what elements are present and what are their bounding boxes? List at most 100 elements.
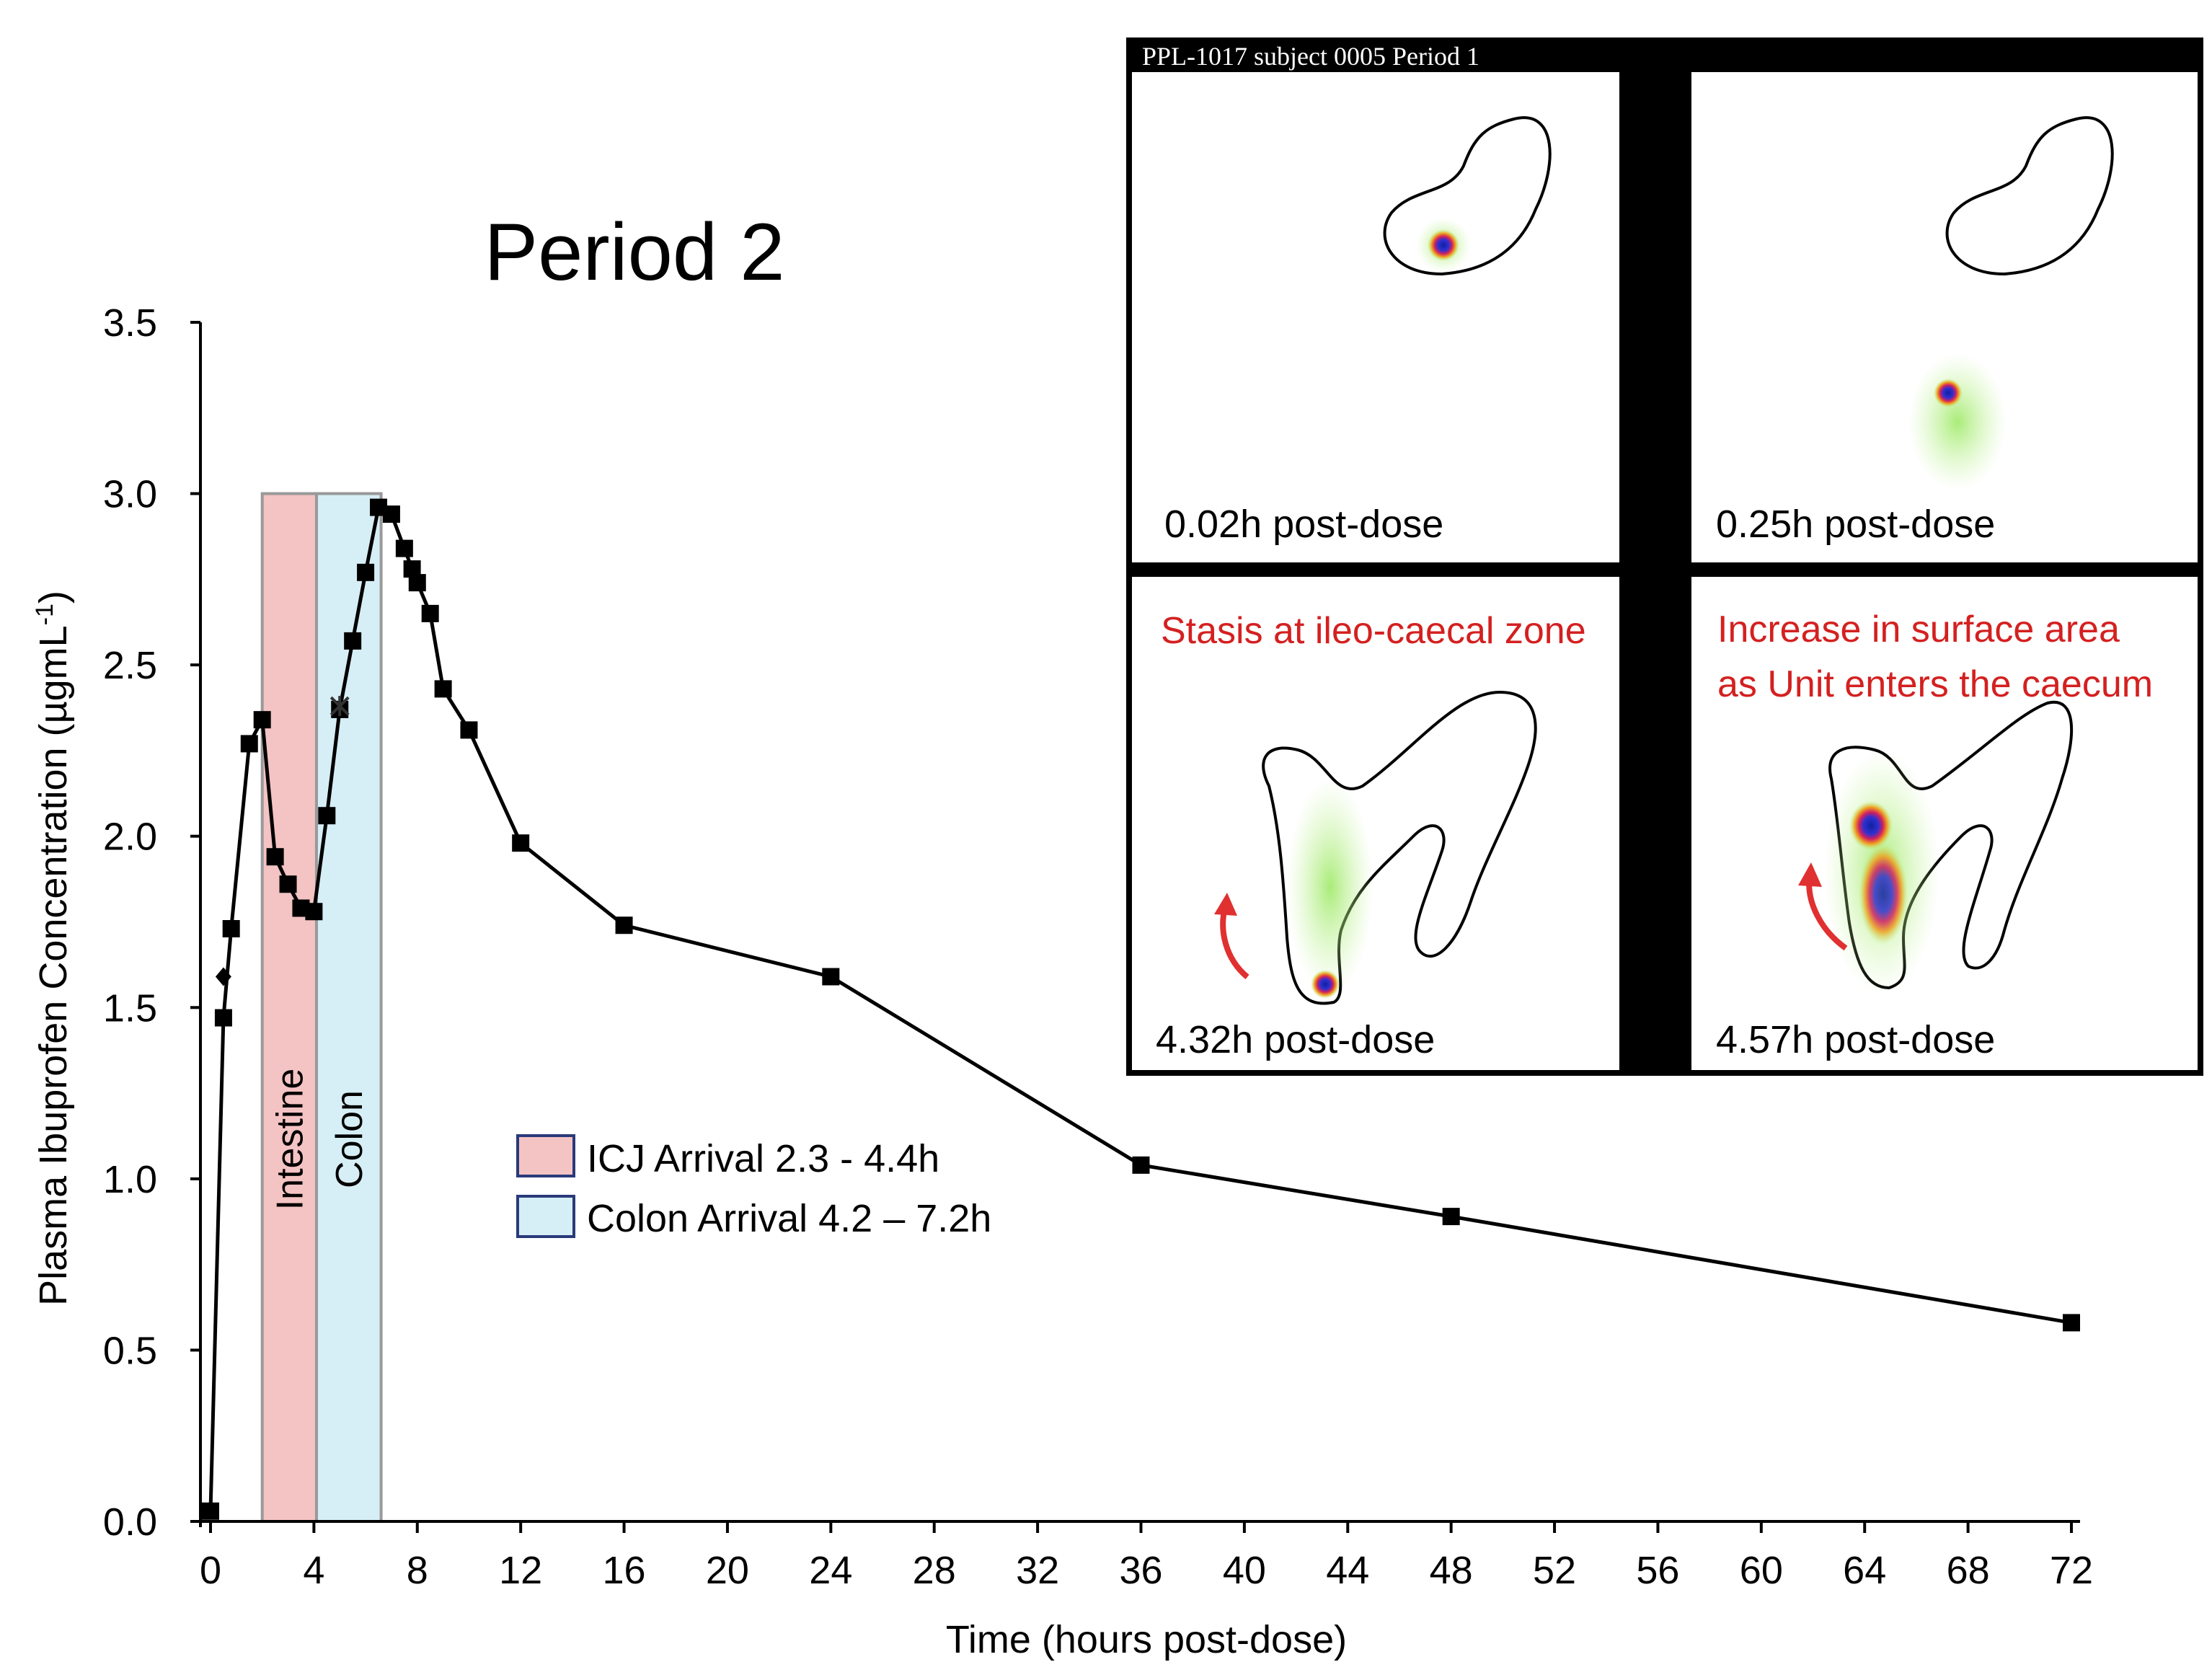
x-axis-label: Time (hours post-dose): [946, 1618, 1347, 1661]
band-label-colon: Colon: [329, 1090, 371, 1188]
data-point: [266, 848, 284, 866]
legend-swatch-icj: [516, 1134, 575, 1177]
y-axis-label-sup: -1: [31, 604, 58, 625]
scan-panel-4-caption: 4.57h post-dose: [1716, 1018, 1995, 1061]
data-point: [822, 968, 840, 986]
x-tick-label-60: 60: [1740, 1549, 1783, 1592]
x-tick-label-28: 28: [913, 1549, 956, 1592]
data-point: [279, 875, 297, 893]
stomach-outline-1: [1383, 116, 1552, 276]
x-tick-label-12: 12: [499, 1549, 542, 1592]
y-axis-label-close: ): [32, 591, 75, 604]
inset-header: PPL-1017 subject 0005 Period 1: [1142, 42, 1479, 71]
data-point: [408, 574, 426, 592]
scan-panel-2-caption: 0.25h post-dose: [1716, 503, 1995, 546]
data-point: [344, 632, 362, 650]
extra-point-star: [329, 696, 350, 717]
data-point: [214, 1009, 232, 1027]
scan-panel-1-caption: 0.02h post-dose: [1164, 503, 1443, 546]
scan-panel-4: Increase in surface area as Unit enters …: [1691, 577, 2198, 1070]
series-markers: [202, 498, 2080, 1520]
tracer-hotspot-2: [1934, 379, 1963, 407]
data-point: [253, 711, 271, 729]
data-point: [318, 807, 336, 825]
y-tick-label-1.5: 1.5: [103, 986, 157, 1030]
data-point: [421, 604, 439, 622]
scan-panel-3-bg: [1132, 577, 1619, 1070]
band-intestine: [260, 492, 318, 1523]
y-tick-label-1: 1.0: [103, 1158, 157, 1201]
chart-title: Period 2: [484, 207, 784, 297]
data-point: [2063, 1314, 2080, 1332]
legend: ICJ Arrival 2.3 - 4.4h Colon Arrival 4.2…: [516, 1134, 991, 1240]
data-point: [240, 735, 258, 753]
x-tick-label-24: 24: [809, 1549, 852, 1592]
data-point: [512, 834, 530, 852]
data-point: [305, 903, 323, 921]
y-tick-label-2: 2.0: [103, 816, 157, 859]
legend-label-colon: Colon Arrival 4.2 – 7.2h: [587, 1197, 991, 1240]
x-tick-label-64: 64: [1843, 1549, 1886, 1592]
x-tick-label-40: 40: [1223, 1549, 1266, 1592]
data-point: [382, 505, 400, 523]
x-tick-label-8: 8: [407, 1549, 428, 1592]
tracer-hotspot-3: [1311, 970, 1340, 999]
scan-panel-2: 0.25h post-dose: [1691, 72, 2198, 562]
scan-panel-3-annotation: Stasis at ileo-caecal zone: [1161, 610, 1586, 652]
movement-arrow-3-head: [1214, 893, 1237, 916]
legend-label-icj: ICJ Arrival 2.3 - 4.4h: [587, 1137, 939, 1180]
tracer-hotspot-4a: [1849, 801, 1893, 850]
x-tick-label-36: 36: [1119, 1549, 1162, 1592]
tracer-spread-3: [1287, 779, 1373, 995]
extra-markers: [215, 696, 350, 986]
y-tick-label-3.5: 3.5: [103, 301, 157, 345]
scan-panel-3: Stasis at ileo-caecal zone 4.32h post-do…: [1132, 577, 1619, 1070]
scan-panel-1: 0.02h post-dose: [1132, 72, 1619, 562]
x-tick-label-56: 56: [1636, 1549, 1679, 1592]
data-point: [1132, 1156, 1150, 1174]
y-tick-label-0.5: 0.5: [103, 1329, 157, 1372]
data-point: [357, 563, 375, 581]
legend-swatch-colon: [516, 1195, 575, 1238]
extra-point-diamond: [215, 967, 231, 986]
colon-outline-3: [1262, 690, 1537, 1005]
x-tick-label-52: 52: [1533, 1549, 1576, 1592]
data-point: [434, 680, 452, 698]
data-point: [460, 721, 478, 739]
x-tick-label-68: 68: [1947, 1549, 1990, 1592]
x-tick-label-44: 44: [1326, 1549, 1369, 1592]
data-point: [1442, 1208, 1460, 1226]
tracer-hotspot-1: [1428, 229, 1459, 261]
scan-panel-2-bg: [1691, 72, 2198, 562]
transit-bands: Intestine Colon: [260, 492, 383, 1523]
y-axis-label-main: Plasma Ibuprofen Concentration (µgmL: [32, 625, 75, 1306]
tracer-hotspot-4b: [1859, 844, 1908, 945]
data-point: [222, 920, 240, 938]
data-point: [202, 1502, 219, 1520]
axes: [196, 322, 2080, 1527]
x-axis-ticks: 0 4 8 12 16 20 24 28 32 36 40 44 48 52 56 60 64 68 72: [200, 1521, 2093, 1592]
scan-panel-4-bg: [1691, 577, 2198, 1070]
y-axis-ticks: 0.0 0.5 1.0 1.5 2.0 2.5 3.0 3.5: [103, 301, 200, 1544]
scan-panel-1-bg: [1132, 72, 1619, 562]
x-tick-label-4: 4: [303, 1549, 324, 1592]
movement-arrow-4-head: [1798, 862, 1822, 887]
stomach-outline-2: [1945, 116, 2114, 276]
scan-panel-4-annotation-line1: Increase in surface area: [1717, 609, 2120, 650]
tracer-spread-2: [1908, 353, 2007, 490]
y-tick-label-0: 0.0: [103, 1501, 157, 1544]
x-tick-label-32: 32: [1016, 1549, 1059, 1592]
y-tick-label-2.5: 2.5: [103, 644, 157, 687]
y-tick-label-3: 3.0: [103, 473, 157, 516]
scintigraphy-inset: PPL-1017 subject 0005 Period 1 0.02h pos…: [1126, 37, 2203, 1076]
x-tick-label-48: 48: [1430, 1549, 1473, 1592]
x-tick-label-16: 16: [603, 1549, 646, 1592]
data-point: [615, 916, 633, 934]
scan-panel-3-caption: 4.32h post-dose: [1156, 1018, 1435, 1061]
scan-panel-4-annotation-line2: as Unit enters the caecum: [1717, 663, 2153, 705]
x-tick-label-0: 0: [200, 1549, 221, 1592]
band-label-intestine: Intestine: [269, 1069, 311, 1211]
x-tick-label-72: 72: [2050, 1549, 2093, 1592]
y-axis-label: Plasma Ibuprofen Concentration (µgmL-1): [31, 591, 75, 1306]
